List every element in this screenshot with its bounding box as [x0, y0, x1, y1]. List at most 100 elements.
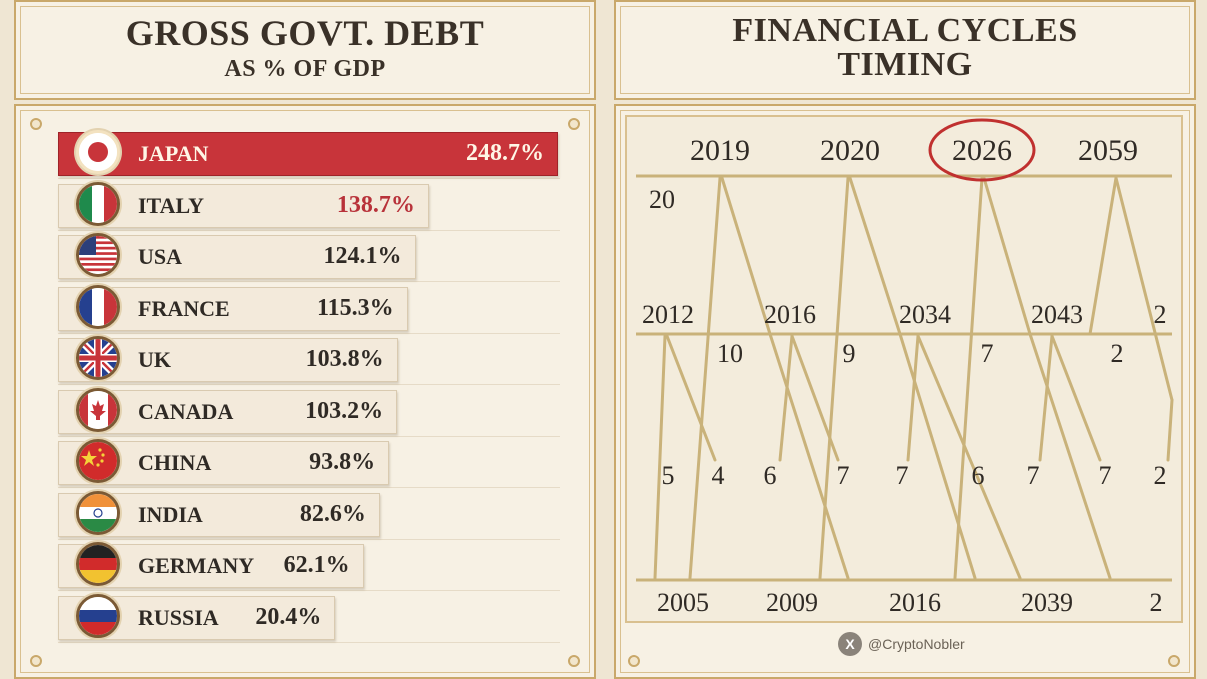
x-logo-icon: X: [838, 632, 862, 656]
debt-bar-row: FRANCE 115.3%: [58, 284, 560, 334]
cycle-line: [916, 334, 1022, 580]
credit-handle: @CryptoNobler: [868, 636, 965, 652]
russia-flag-icon: [76, 593, 120, 638]
japan-flag-icon: [76, 130, 120, 174]
debt-value-label: 20.4%: [255, 603, 322, 630]
germany-flag-icon: [76, 542, 120, 586]
debt-value-label: 124.1%: [323, 243, 402, 269]
debt-value-label: 115.3%: [316, 294, 394, 321]
middle-year-label: 2016: [764, 300, 816, 329]
cycle-line: [653, 334, 667, 580]
cycle-line: [1028, 332, 1112, 580]
debt-bar-row: UK 103.8%: [58, 336, 560, 385]
upper-interval-label: 2: [1111, 339, 1124, 368]
cycle-line: [688, 176, 722, 580]
debt-bar-row: JAPAN 248.7%: [58, 130, 560, 179]
cycle-line: [982, 176, 1032, 336]
lower-interval-label: 2: [1154, 461, 1167, 490]
row-guide-line: [58, 332, 560, 334]
cycle-line: [1114, 176, 1174, 402]
bottom-year-label: 2: [1150, 588, 1163, 617]
debt-value-label: 248.7%: [466, 140, 544, 166]
row-guide-line: [58, 641, 560, 643]
country-label: USA: [138, 244, 183, 269]
cycle-line: [665, 334, 717, 462]
canada-flag-icon: [76, 387, 120, 432]
middle-year-label: 2043: [1031, 300, 1083, 329]
top-year-label: 2019: [690, 134, 750, 167]
debt-bar-row: GERMANY 62.1%: [58, 542, 560, 591]
country-label: INDIA: [138, 501, 203, 527]
top-year-label: 2059: [1078, 134, 1138, 167]
debt-value-label: 82.6%: [299, 500, 366, 527]
top-year-label: 2020: [820, 134, 880, 167]
cycle-line: [818, 176, 850, 580]
row-guide-line: [58, 178, 560, 179]
country-label: FRANCE: [138, 295, 230, 321]
upper-interval-label: 9: [843, 339, 856, 368]
lower-interval-label: 7: [837, 461, 850, 490]
corner-ornament: [30, 655, 42, 667]
cycle-line: [768, 332, 850, 580]
corner-ornament: [628, 655, 640, 667]
cycle-line: [778, 334, 794, 462]
row-guide-line: [58, 281, 560, 282]
row-guide-line: [58, 487, 560, 488]
debt-value-label: 138.7%: [336, 191, 415, 218]
lower-interval-label: 7: [896, 461, 909, 490]
bottom-year-label: 2016: [889, 588, 941, 617]
corner-ornament: [568, 655, 580, 667]
cycle-line: [848, 176, 902, 336]
middle-year-label: 2: [1154, 300, 1167, 329]
uk-flag-icon: [76, 336, 120, 380]
bottom-year-label: 2039: [1021, 588, 1073, 617]
left-title: GROSS GOVT. DEBT: [125, 13, 485, 53]
lower-interval-label: 7: [1099, 461, 1112, 490]
bottom-year-label: 2005: [657, 588, 709, 617]
debt-bar-row: CANADA 103.2%: [58, 387, 560, 437]
debt-bar-row: USA 124.1%: [58, 233, 560, 282]
upper-interval-label: 20: [649, 185, 675, 214]
cycle-line: [953, 176, 984, 580]
lower-interval-label: 6: [972, 461, 985, 490]
top-year-label: 2026: [952, 134, 1012, 167]
country-label: JAPAN: [138, 141, 209, 166]
lower-interval-label: 5: [662, 461, 675, 490]
cycle-line: [898, 332, 977, 580]
cycle-line: [1166, 398, 1174, 462]
row-guide-line: [58, 435, 560, 437]
right-title-line2: TIMING: [837, 46, 973, 83]
upper-interval-label: 7: [981, 339, 994, 368]
cycle-line: [1050, 334, 1102, 462]
country-label: GERMANY: [138, 553, 255, 578]
country-label: CHINA: [138, 450, 212, 475]
china-flag-icon: [76, 439, 120, 483]
lower-interval-label: 6: [764, 461, 777, 490]
country-label: CANADA: [138, 398, 234, 424]
usa-flag-icon: [76, 233, 120, 277]
italy-flag-icon: [76, 181, 120, 226]
debt-value-label: 93.8%: [309, 449, 376, 475]
country-label: RUSSIA: [138, 604, 219, 630]
debt-value-label: 62.1%: [283, 552, 350, 578]
row-guide-line: [58, 384, 560, 385]
row-guide-line: [58, 538, 560, 540]
country-label: ITALY: [138, 192, 205, 218]
debt-value-label: 103.2%: [305, 397, 384, 424]
left-title-panel: [14, 0, 596, 100]
right-title-line1: FINANCIAL CYCLES: [732, 12, 1078, 49]
debt-bar: [58, 132, 558, 176]
corner-ornament: [30, 118, 42, 130]
lower-interval-label: 7: [1027, 461, 1040, 490]
india-flag-icon: [76, 490, 120, 535]
cycle-line: [1038, 334, 1054, 462]
cycle-line: [1088, 176, 1118, 336]
france-flag-icon: [76, 284, 120, 329]
cycle-line: [720, 176, 772, 336]
debt-bar-row: CHINA 93.8%: [58, 439, 560, 488]
middle-year-label: 2012: [642, 300, 694, 329]
debt-bar-row: ITALY 138.7%: [58, 181, 560, 231]
lower-interval-label: 4: [712, 461, 725, 490]
debt-value-label: 103.8%: [305, 346, 384, 372]
